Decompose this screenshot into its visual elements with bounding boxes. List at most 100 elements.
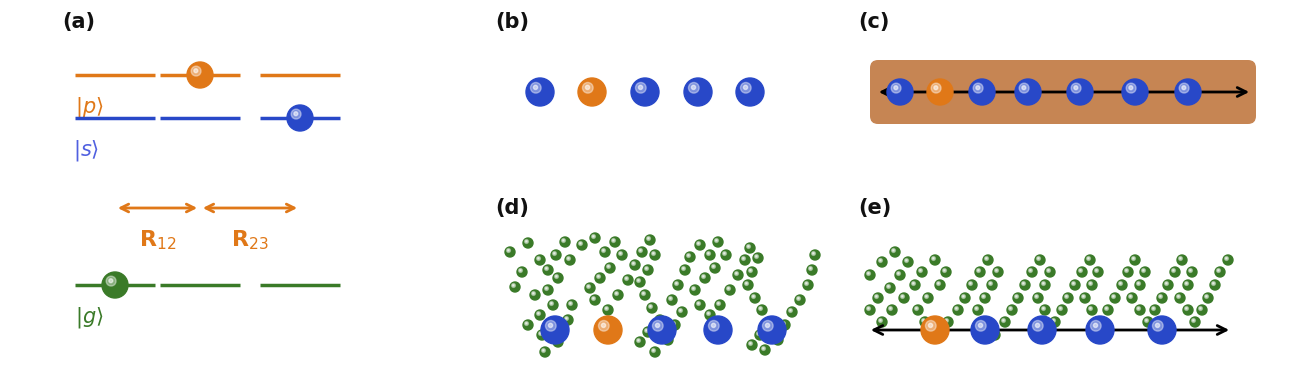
Circle shape xyxy=(689,82,699,93)
Circle shape xyxy=(988,282,992,286)
Circle shape xyxy=(587,285,591,288)
Circle shape xyxy=(802,280,813,290)
Circle shape xyxy=(539,331,542,335)
Circle shape xyxy=(713,237,722,247)
Circle shape xyxy=(733,270,743,280)
Circle shape xyxy=(1104,307,1108,310)
Circle shape xyxy=(1009,307,1013,310)
Circle shape xyxy=(766,319,770,322)
Circle shape xyxy=(568,300,577,310)
Circle shape xyxy=(746,282,747,284)
Circle shape xyxy=(636,279,640,282)
Circle shape xyxy=(971,316,998,344)
Circle shape xyxy=(891,249,895,252)
Circle shape xyxy=(703,275,704,277)
Circle shape xyxy=(619,252,622,254)
Circle shape xyxy=(977,86,980,89)
Circle shape xyxy=(710,263,720,273)
Circle shape xyxy=(106,276,116,286)
Circle shape xyxy=(1059,307,1063,310)
Circle shape xyxy=(1028,316,1057,344)
Circle shape xyxy=(1089,307,1093,310)
Circle shape xyxy=(680,265,690,275)
Circle shape xyxy=(697,242,700,245)
Circle shape xyxy=(590,295,600,305)
Circle shape xyxy=(868,273,869,274)
Circle shape xyxy=(1098,320,1099,321)
Circle shape xyxy=(675,282,679,286)
Circle shape xyxy=(1087,258,1089,259)
FancyBboxPatch shape xyxy=(869,60,1256,124)
Circle shape xyxy=(1113,296,1115,297)
Circle shape xyxy=(920,270,921,271)
Circle shape xyxy=(1215,267,1225,277)
Circle shape xyxy=(875,294,878,298)
Circle shape xyxy=(867,272,871,275)
Circle shape xyxy=(1143,317,1153,327)
Circle shape xyxy=(653,252,654,254)
Circle shape xyxy=(743,280,753,290)
Circle shape xyxy=(700,273,710,283)
Circle shape xyxy=(970,282,971,284)
Circle shape xyxy=(1077,267,1087,277)
Circle shape xyxy=(655,315,666,325)
Circle shape xyxy=(924,293,933,303)
Circle shape xyxy=(975,307,978,310)
Circle shape xyxy=(619,252,622,256)
Circle shape xyxy=(695,240,706,250)
Circle shape xyxy=(943,268,947,272)
Circle shape xyxy=(992,331,996,335)
Circle shape xyxy=(698,243,699,244)
Circle shape xyxy=(925,321,937,331)
Circle shape xyxy=(1117,280,1127,290)
Circle shape xyxy=(749,343,751,344)
Circle shape xyxy=(602,305,613,315)
Circle shape xyxy=(1090,308,1091,309)
Circle shape xyxy=(747,267,757,277)
Circle shape xyxy=(593,316,622,344)
Circle shape xyxy=(1198,307,1202,310)
Circle shape xyxy=(194,69,197,73)
Circle shape xyxy=(670,320,680,330)
Circle shape xyxy=(775,338,777,339)
Circle shape xyxy=(601,323,605,328)
Circle shape xyxy=(1192,319,1196,322)
Circle shape xyxy=(1122,79,1148,105)
Circle shape xyxy=(721,250,731,260)
Circle shape xyxy=(1226,258,1227,259)
Circle shape xyxy=(1064,294,1068,298)
Circle shape xyxy=(1040,280,1050,290)
Circle shape xyxy=(1007,305,1017,315)
Circle shape xyxy=(1095,270,1098,271)
Circle shape xyxy=(1182,86,1186,89)
Circle shape xyxy=(1042,308,1044,309)
Circle shape xyxy=(1037,257,1041,260)
Circle shape xyxy=(810,250,820,260)
Circle shape xyxy=(1015,294,1018,298)
Circle shape xyxy=(1148,316,1176,344)
Circle shape xyxy=(102,272,128,298)
Circle shape xyxy=(517,267,528,277)
Circle shape xyxy=(630,260,640,270)
Circle shape xyxy=(757,333,759,334)
Circle shape xyxy=(637,280,639,281)
Circle shape xyxy=(1158,294,1162,298)
Circle shape xyxy=(653,321,663,331)
Circle shape xyxy=(553,337,562,347)
Circle shape xyxy=(522,320,533,330)
Circle shape xyxy=(566,257,570,260)
Circle shape xyxy=(108,279,112,283)
Circle shape xyxy=(1086,316,1115,344)
Circle shape xyxy=(512,285,515,286)
Circle shape xyxy=(1029,270,1031,271)
Circle shape xyxy=(1127,293,1136,303)
Text: (c): (c) xyxy=(858,12,889,32)
Circle shape xyxy=(1087,280,1096,290)
Circle shape xyxy=(704,316,731,344)
Circle shape xyxy=(1087,305,1096,315)
Circle shape xyxy=(690,285,700,295)
Circle shape xyxy=(1223,255,1233,265)
Circle shape xyxy=(902,296,903,297)
Circle shape xyxy=(561,238,565,242)
Circle shape xyxy=(813,252,814,254)
